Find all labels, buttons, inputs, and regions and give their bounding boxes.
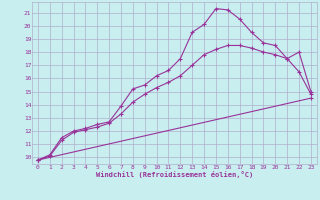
X-axis label: Windchill (Refroidissement éolien,°C): Windchill (Refroidissement éolien,°C) xyxy=(96,171,253,178)
